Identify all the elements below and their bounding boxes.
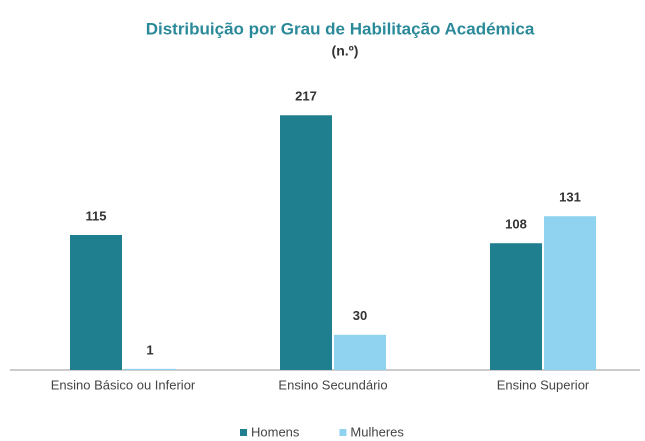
bar <box>334 334 386 370</box>
data-label: 217 <box>295 89 317 104</box>
chart-subtitle: (n.º) <box>332 43 359 59</box>
legend-swatch <box>339 429 347 436</box>
x-tick-label: Ensino Básico ou Inferior <box>51 377 196 392</box>
x-tick-label: Ensino Secundário <box>278 377 387 392</box>
bar <box>544 216 596 370</box>
bar <box>124 368 176 370</box>
bar <box>70 235 122 370</box>
legend-label: Homens <box>251 424 300 439</box>
legend-swatch <box>240 429 247 436</box>
legend-label: Mulheres <box>350 424 404 439</box>
x-tick-label: Ensino Superior <box>497 377 590 392</box>
data-label: 30 <box>353 308 367 323</box>
data-label: 108 <box>505 217 527 232</box>
data-label: 115 <box>86 208 107 223</box>
data-label: 131 <box>559 190 581 205</box>
data-label: 1 <box>146 342 153 357</box>
chart-title: Distribuição por Grau de Habilitação Aca… <box>146 19 535 38</box>
bar <box>280 115 332 371</box>
bar <box>490 243 542 370</box>
